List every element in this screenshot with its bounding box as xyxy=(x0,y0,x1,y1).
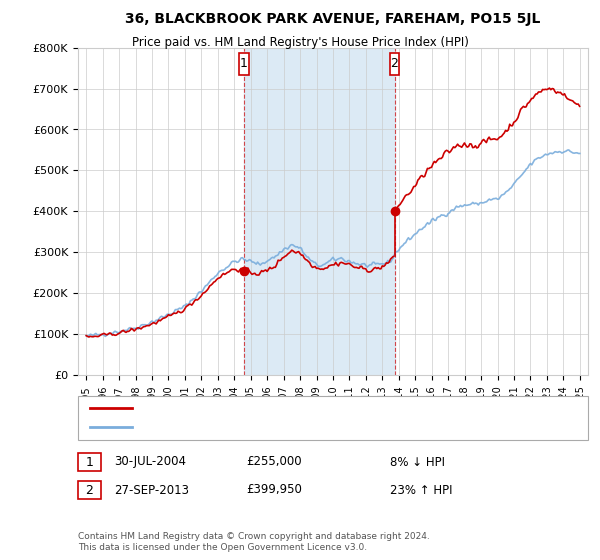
Text: Contains HM Land Registry data © Crown copyright and database right 2024.
This d: Contains HM Land Registry data © Crown c… xyxy=(78,532,430,552)
Title: 36, BLACKBROOK PARK AVENUE, FAREHAM, PO15 5JL: 36, BLACKBROOK PARK AVENUE, FAREHAM, PO1… xyxy=(125,12,541,26)
Text: HPI: Average price, detached house, Fareham: HPI: Average price, detached house, Fare… xyxy=(138,422,376,432)
Text: £399,950: £399,950 xyxy=(246,483,302,497)
FancyBboxPatch shape xyxy=(239,53,249,75)
Text: 2: 2 xyxy=(391,58,398,71)
Bar xyxy=(244,48,395,375)
Text: 36, BLACKBROOK PARK AVENUE, FAREHAM, PO15 5JL (detached house): 36, BLACKBROOK PARK AVENUE, FAREHAM, PO1… xyxy=(138,403,509,413)
Text: 30-JUL-2004: 30-JUL-2004 xyxy=(114,455,186,469)
Text: Price paid vs. HM Land Registry's House Price Index (HPI): Price paid vs. HM Land Registry's House … xyxy=(131,36,469,49)
Text: 23% ↑ HPI: 23% ↑ HPI xyxy=(390,483,452,497)
Text: 8% ↓ HPI: 8% ↓ HPI xyxy=(390,455,445,469)
Text: 1: 1 xyxy=(240,58,248,71)
Text: £255,000: £255,000 xyxy=(246,455,302,469)
Text: 27-SEP-2013: 27-SEP-2013 xyxy=(114,483,189,497)
Text: 2: 2 xyxy=(85,483,94,497)
Text: 1: 1 xyxy=(85,455,94,469)
FancyBboxPatch shape xyxy=(389,53,400,75)
